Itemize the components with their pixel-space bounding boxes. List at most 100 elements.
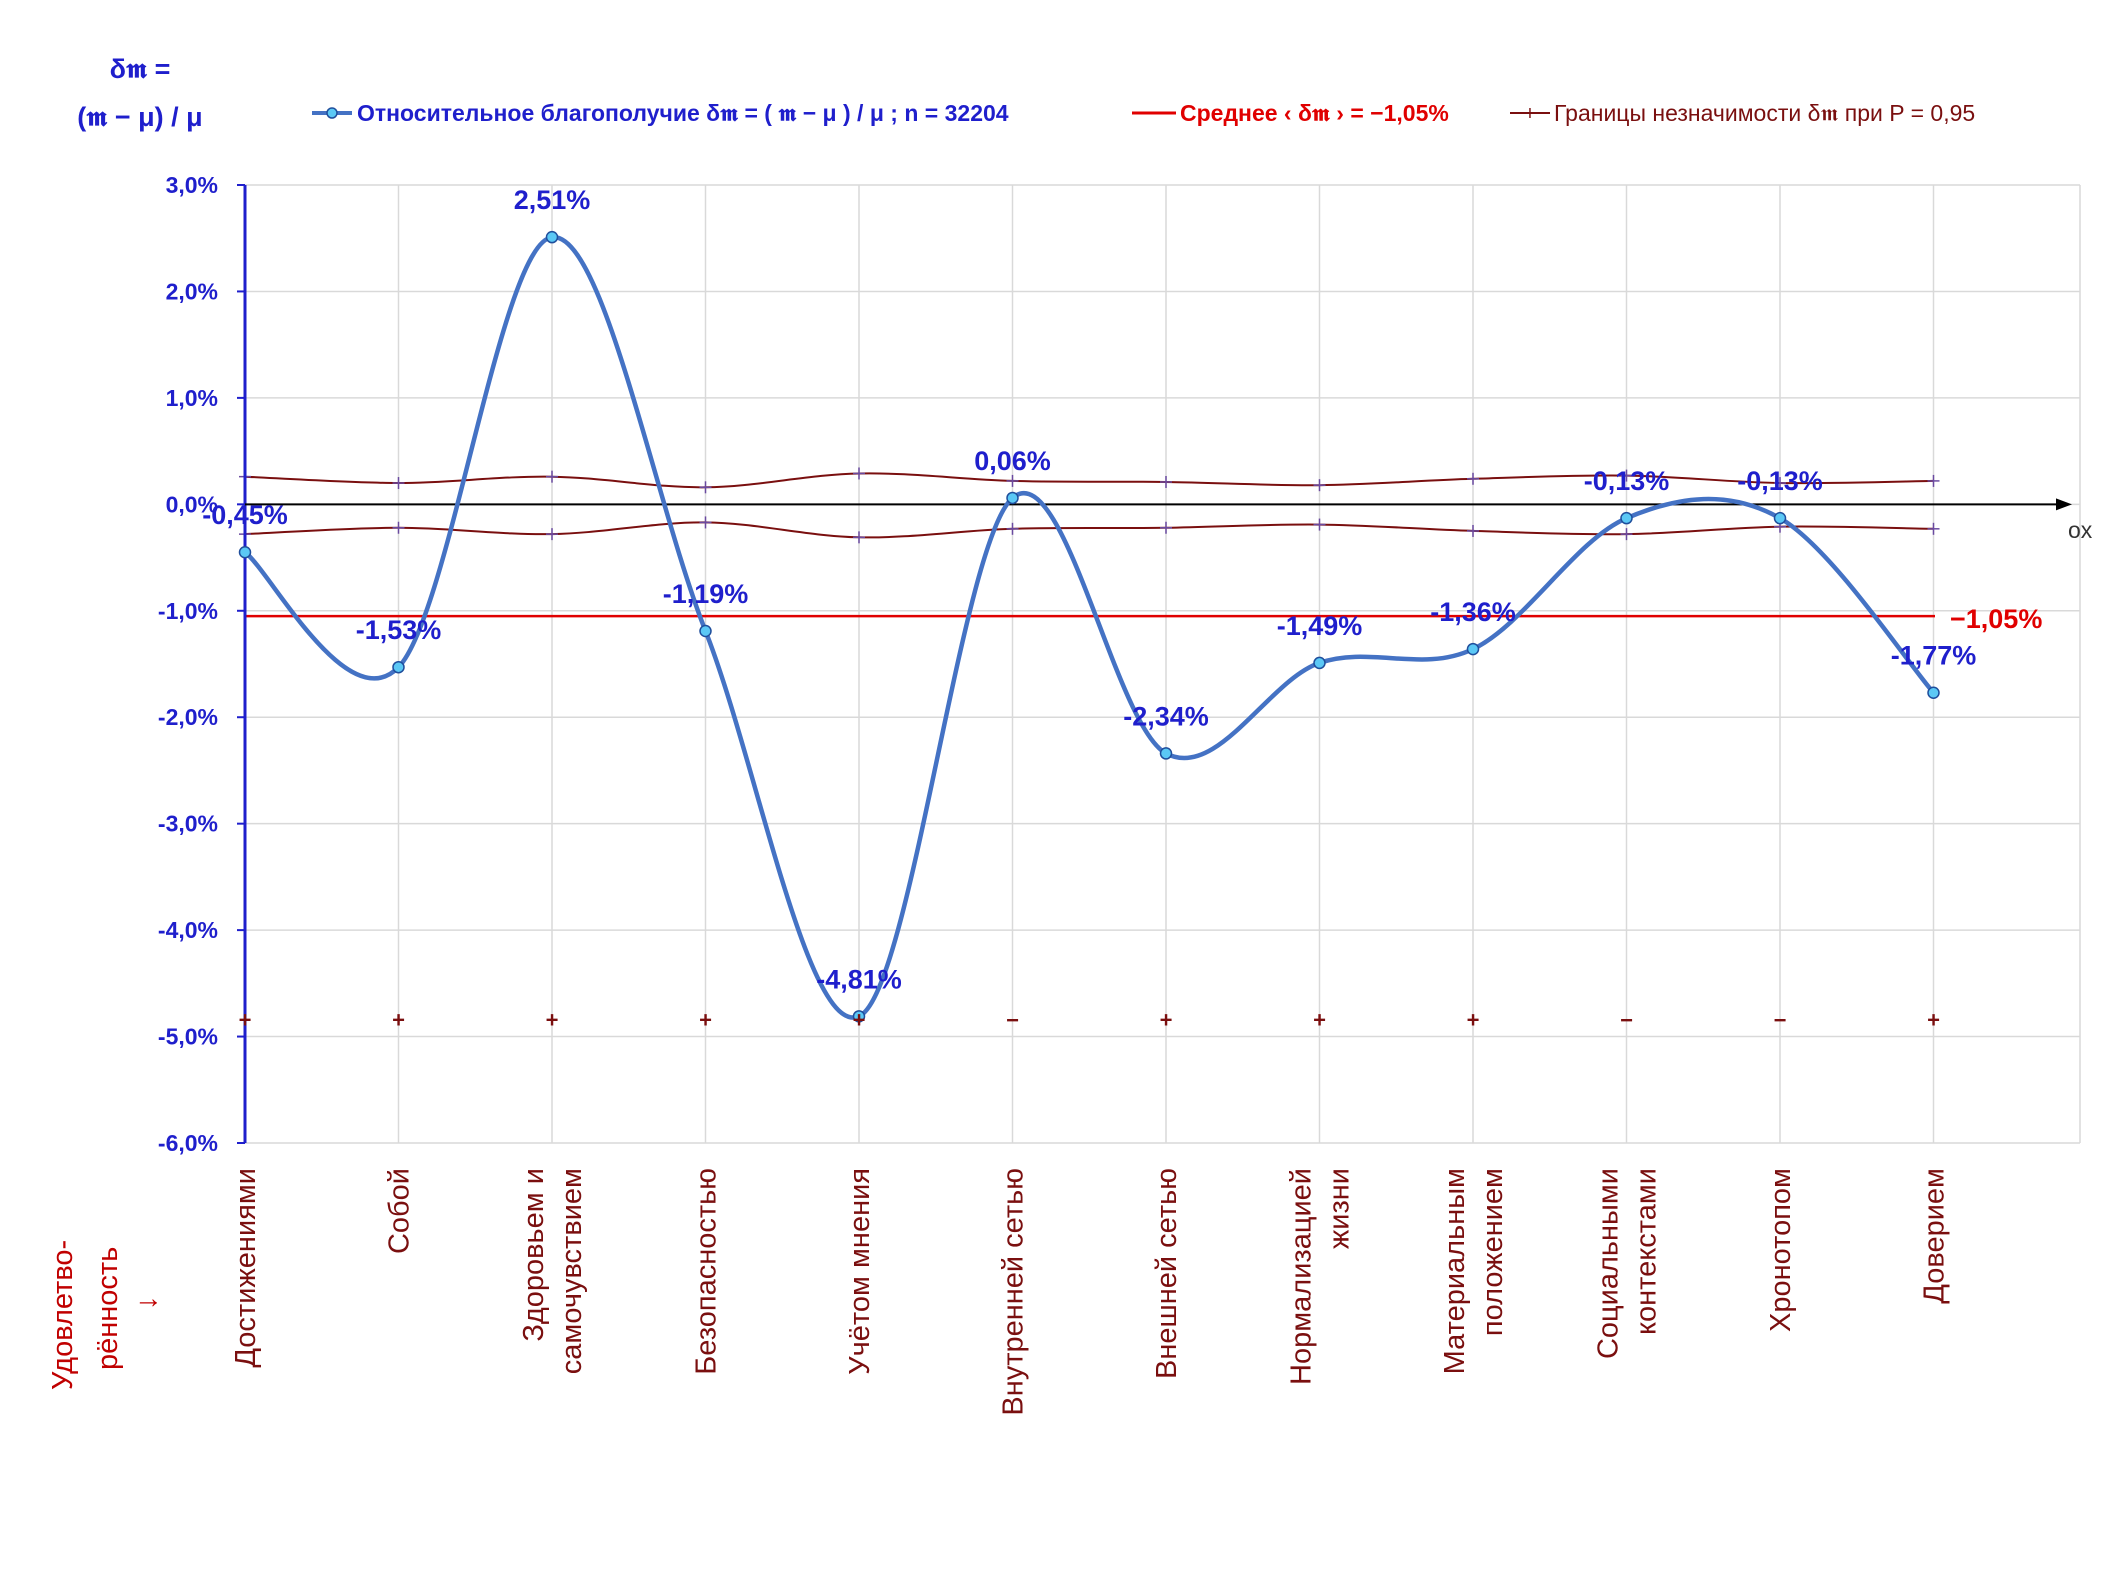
- y-axis-title-line1: δ𝖒 =: [110, 54, 171, 84]
- bound-lower-line: [244, 521, 1934, 539]
- data-label-7: -1,49%: [1277, 611, 1363, 641]
- y-tick-label-7: -4,0%: [158, 917, 218, 943]
- significance-mark-8: +: [1467, 1008, 1480, 1033]
- significance-mark-6: +: [1160, 1008, 1173, 1033]
- grid: [244, 184, 2081, 1144]
- y-tick-label-3: 0,0%: [166, 491, 218, 517]
- category-label-8-line-0: Материальным: [1439, 1168, 1471, 1374]
- significance-mark-9: −: [1620, 1008, 1633, 1033]
- category-label-9-line-1: контекстами: [1631, 1168, 1663, 1335]
- legend-bounds-marker: +: [1524, 103, 1536, 125]
- data-point-10: [1773, 511, 1787, 525]
- significance-mark-7: +: [1313, 1008, 1326, 1033]
- x-axis-arrow: [2056, 498, 2072, 511]
- category-label-3: Безопасностью: [691, 1168, 723, 1375]
- y-tick-label-8: -5,0%: [158, 1024, 218, 1050]
- data-label-0: -0,45%: [202, 500, 288, 530]
- significance-mark-3: +: [699, 1008, 712, 1033]
- side-label-line1: Удовлетво-: [47, 1240, 79, 1390]
- category-label-7: Нормализацией жизни: [1286, 1168, 1356, 1385]
- category-label-9-line-0: Социальными: [1593, 1168, 1625, 1359]
- y-tick-label-9: -6,0%: [158, 1130, 218, 1156]
- axes: [237, 184, 2072, 1144]
- y-tick-label-4: -1,0%: [158, 598, 218, 624]
- category-label-10: Хронотопом: [1765, 1168, 1797, 1332]
- category-label-5-line-0: Внутренней сетью: [998, 1168, 1030, 1416]
- y-tick-label-0: 3,0%: [166, 172, 218, 198]
- side-label-line3: ↓: [131, 1296, 163, 1311]
- series-main-line: [243, 234, 1936, 1020]
- data-point-8: [1466, 642, 1480, 656]
- data-label-5: 0,06%: [974, 446, 1051, 476]
- category-labels: Достижениями Собой Здоровьем и самочувствие…: [230, 1168, 1951, 1416]
- data-label-8: -1,36%: [1430, 597, 1516, 627]
- side-label-line2: рённость: [92, 1247, 124, 1370]
- category-label-2-line-1: самочувствием: [556, 1168, 588, 1374]
- significance-mark-10: −: [1774, 1008, 1787, 1033]
- data-labels: -0,45% -1,53% 2,51% -1,19% -4,81% 0,06% -2,34%…: [202, 185, 1976, 994]
- significance-marks: + + + + + − + + + − − +: [239, 1008, 1940, 1033]
- x-axis-name: ox: [2068, 517, 2093, 543]
- data-point-2: [545, 230, 559, 244]
- category-label-4: Учётом мнения: [844, 1168, 876, 1375]
- y-tick-labels: 3,0% 2,0% 1,0% 0,0% -1,0% -2,0% -3,0% -4,0% -5,0…: [158, 172, 218, 1156]
- data-label-3: -1,19%: [663, 579, 749, 609]
- category-label-0-line-0: Достижениями: [230, 1168, 262, 1368]
- data-point-0: [238, 545, 252, 559]
- significance-bounds: [239, 467, 1940, 544]
- category-label-6-line-0: Внешней сетью: [1151, 1168, 1183, 1379]
- category-label-2: Здоровьем и самочувствием: [518, 1168, 588, 1374]
- y-tick-label-2: 1,0%: [166, 385, 218, 411]
- data-point-11: [1927, 686, 1940, 699]
- category-label-11-line-0: Доверием: [1919, 1168, 1951, 1304]
- bound-upper-line: [244, 472, 1934, 489]
- category-label-2-line-0: Здоровьем и: [518, 1168, 550, 1342]
- category-label-8-line-1: положением: [1477, 1168, 1509, 1336]
- significance-mark-1: +: [392, 1008, 405, 1033]
- data-point-1: [392, 660, 405, 674]
- category-label-1: Собой: [384, 1168, 416, 1254]
- data-point-3: [699, 624, 712, 638]
- significance-mark-4: +: [853, 1008, 866, 1033]
- legend-bounds-label: Границы незначимости δ𝖒 при P = 0,95: [1554, 100, 1975, 126]
- significance-mark-5: −: [1006, 1008, 1019, 1033]
- category-label-9: Социальными контекстами: [1593, 1168, 1663, 1359]
- side-label: Удовлетво- рённость ↓: [47, 1240, 163, 1390]
- series-main: [238, 230, 1940, 1023]
- data-point-6: [1159, 747, 1173, 760]
- y-tick-label-6: -3,0%: [158, 811, 218, 837]
- data-point-9: [1620, 511, 1633, 525]
- legend-mean-label: Среднее ‹ δ𝖒 › = −1,05%: [1180, 100, 1449, 126]
- category-label-11: Доверием: [1919, 1168, 1951, 1304]
- y-axis-title-line2: (𝖒 − μ) / μ: [77, 102, 202, 132]
- category-label-5: Внутренней сетью: [998, 1168, 1030, 1416]
- legend-main-marker: [326, 107, 338, 119]
- category-label-8: Материальным положением: [1439, 1168, 1509, 1374]
- data-label-10: -0,13%: [1737, 466, 1823, 496]
- category-label-4-line-0: Учётом мнения: [844, 1168, 876, 1375]
- significance-mark-2: +: [546, 1008, 559, 1033]
- y-tick-label-5: -2,0%: [158, 704, 218, 730]
- legend: Относительное благополучие δ𝖒 = ( 𝖒 − μ …: [312, 100, 1975, 126]
- category-label-6: Внешней сетью: [1151, 1168, 1183, 1379]
- data-label-2: 2,51%: [514, 185, 591, 215]
- y-tick-label-1: 2,0%: [166, 278, 218, 304]
- mean-value-label: −1,05%: [1950, 604, 2042, 634]
- significance-mark-11: +: [1927, 1008, 1940, 1033]
- category-label-7-line-1: жизни: [1324, 1168, 1356, 1249]
- significance-mark-0: +: [239, 1008, 252, 1033]
- category-label-7-line-0: Нормализацией: [1286, 1168, 1318, 1385]
- data-point-7: [1313, 656, 1326, 670]
- legend-main-label: Относительное благополучие δ𝖒 = ( 𝖒 − μ …: [357, 100, 1009, 126]
- data-label-9: -0,13%: [1584, 466, 1670, 496]
- category-label-0: Достижениями: [230, 1168, 262, 1368]
- category-label-1-line-0: Собой: [384, 1168, 416, 1254]
- data-point-4: [852, 1010, 866, 1023]
- category-label-3-line-0: Безопасностью: [691, 1168, 723, 1375]
- data-label-1: -1,53%: [356, 615, 442, 645]
- data-label-11: -1,77%: [1891, 641, 1977, 671]
- data-label-6: -2,34%: [1123, 701, 1209, 731]
- category-label-10-line-0: Хронотопом: [1765, 1168, 1797, 1332]
- data-point-5: [1006, 491, 1019, 505]
